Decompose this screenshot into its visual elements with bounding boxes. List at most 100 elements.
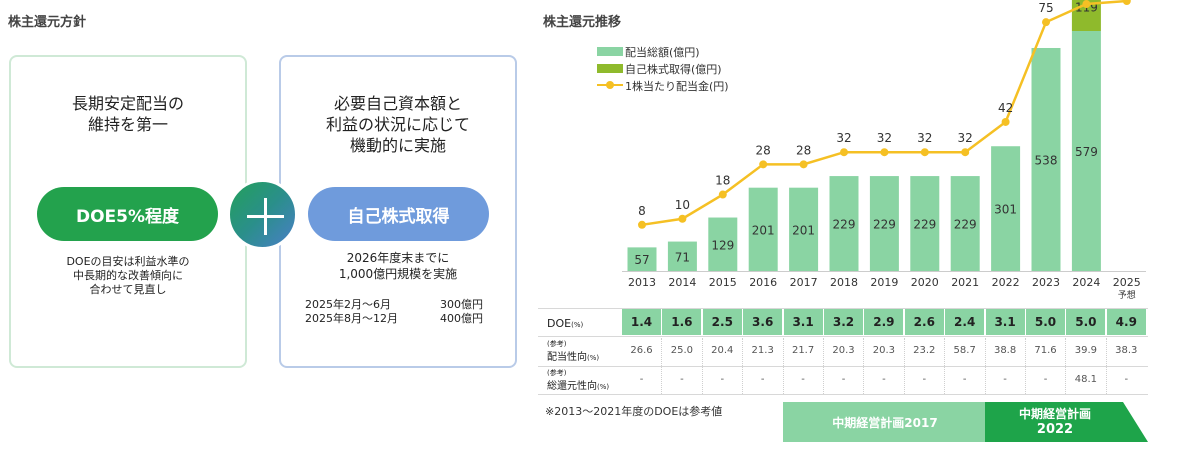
doe-cell: 3.1 bbox=[985, 309, 1025, 335]
dps-point-2015 bbox=[718, 190, 727, 199]
doe-note-line1: DOEの目安は利益水準の bbox=[66, 255, 190, 268]
payout-cell: 26.6 bbox=[630, 345, 653, 356]
table-col-divider bbox=[984, 338, 986, 394]
x-tick-2025: 2025 bbox=[1113, 276, 1141, 289]
x-tick-2022: 2022 bbox=[992, 276, 1020, 289]
dps-point-2013 bbox=[638, 220, 646, 229]
doe-note-line2: 中長期的な改善傾向に bbox=[73, 269, 183, 282]
total-return-cell: - bbox=[1124, 374, 1129, 385]
payout-cell: 38.8 bbox=[993, 345, 1017, 356]
buyback-schedule-row: 2025年8月～12月 bbox=[305, 313, 398, 325]
payout-cell: 39.9 bbox=[1074, 345, 1098, 356]
x-tick-2023: 2023 bbox=[1032, 276, 1060, 289]
table-col-divider bbox=[944, 338, 946, 394]
policy-buyback-heading-line2: 利益の状況に応じて bbox=[325, 115, 470, 134]
policy-dividend-heading-line2: 維持を第一 bbox=[87, 115, 168, 134]
bar-value-dividend-2013: 57 bbox=[634, 253, 649, 267]
doe-cell: 2.9 bbox=[864, 309, 904, 335]
total-return-ref: (参考) bbox=[547, 369, 567, 377]
shareholder-return-chart: 57 2013 71 2014 129 2015 201 2016 201 2017 229 2018… bbox=[622, 0, 1146, 301]
bar-dividend-2013 bbox=[627, 247, 657, 271]
doe-cell: 3.1 bbox=[783, 309, 823, 335]
x-tick-2019: 2019 bbox=[870, 276, 898, 289]
table-col-divider bbox=[701, 338, 703, 394]
total-return-cell: - bbox=[760, 374, 765, 385]
payout-cell: 38.3 bbox=[1115, 345, 1138, 356]
dps-point-2022 bbox=[1001, 117, 1010, 126]
doe-cell: 1.6 bbox=[662, 309, 702, 335]
dps-label-2021: 32 bbox=[958, 131, 973, 145]
total-return-cell: - bbox=[882, 374, 886, 385]
schedule-period: 2025年2月～6月 bbox=[305, 298, 391, 311]
table-col-divider bbox=[782, 338, 784, 394]
total-return-row-label: (参考) 総還元性向(%) bbox=[547, 369, 609, 392]
schedule-amount: 300億円 bbox=[440, 298, 483, 311]
dps-label-2015: 18 bbox=[715, 174, 730, 188]
bar-value-dividend-2016: 201 bbox=[752, 223, 775, 237]
doe-pill: DOE5%程度 bbox=[37, 187, 218, 241]
bar-dividend-2015 bbox=[708, 217, 738, 271]
payout-cell: 21.3 bbox=[751, 345, 774, 356]
doe-note: DOEの目安は利益水準の 中長期的な改善傾向に 合わせて見直し bbox=[20, 255, 236, 297]
payout-unit: (%) bbox=[587, 354, 600, 362]
plus-icon bbox=[227, 179, 298, 250]
legend-item-buyback: 自己株式取得(億円) bbox=[597, 60, 729, 77]
dps-point-2024 bbox=[1082, 0, 1091, 9]
bar-dividend-2021 bbox=[950, 176, 980, 271]
bar-dividend-2019 bbox=[869, 176, 899, 271]
bar-value-dividend-2015: 129 bbox=[711, 238, 734, 252]
payout-cell: 71.6 bbox=[1034, 345, 1057, 356]
bar-value-dividend-2014: 71 bbox=[675, 250, 690, 264]
x-tick-2017: 2017 bbox=[790, 276, 818, 289]
buyback-note: 2026年度末までに 1,000億円規模を実施 bbox=[288, 250, 508, 282]
table-col-divider bbox=[661, 338, 663, 394]
table-col-divider bbox=[1025, 338, 1026, 394]
table-col-divider bbox=[823, 338, 824, 394]
doe-cell: 1.4 bbox=[622, 309, 661, 335]
table-col-divider bbox=[742, 338, 744, 394]
table-col-divider bbox=[863, 338, 865, 394]
bar-dividend-2016 bbox=[748, 187, 778, 271]
bar-value-dividend-2017: 201 bbox=[792, 223, 815, 237]
payout-cell: 20.4 bbox=[711, 345, 734, 356]
plan-2022-band bbox=[985, 402, 1148, 442]
policy-buyback-heading-line1: 必要自己資本額と bbox=[333, 94, 462, 113]
x-tick-2014: 2014 bbox=[668, 276, 696, 289]
doe-cell: 2.4 bbox=[945, 309, 985, 335]
bar-dividend-2014 bbox=[667, 241, 697, 271]
total-return-cell: - bbox=[962, 374, 967, 385]
bar-value-dividend-2018: 229 bbox=[833, 218, 856, 232]
dps-label-2019: 32 bbox=[877, 131, 892, 145]
dps-point-2023 bbox=[1042, 18, 1050, 27]
dps-label-2017: 28 bbox=[796, 143, 811, 157]
legend-label: 自己株式取得(億円) bbox=[625, 62, 722, 76]
doe-unit: (%) bbox=[571, 321, 584, 329]
x-tick-2016: 2016 bbox=[749, 276, 777, 289]
x-tick-2015: 2015 bbox=[709, 276, 737, 289]
x-tick-2020: 2020 bbox=[911, 276, 939, 289]
bar-value-dividend-2020: 229 bbox=[913, 218, 936, 232]
doe-row-label: DOE(%) bbox=[547, 317, 583, 330]
dps-label-2016: 28 bbox=[756, 143, 771, 157]
doe-cell: 3.2 bbox=[824, 309, 863, 335]
plan-2022-label-line1: 中期経営計画 bbox=[1018, 407, 1091, 421]
doe-note-line3: 合わせて見直し bbox=[89, 283, 167, 296]
doe-cell: 2.6 bbox=[904, 309, 944, 335]
dps-point-2020 bbox=[920, 148, 929, 157]
bar-dividend-2018 bbox=[829, 176, 859, 271]
chart-title: 株主還元推移 bbox=[543, 15, 622, 30]
payout-ref: (参考) bbox=[547, 340, 567, 348]
footnote: ※2013～2021年度のDOEは参考値 bbox=[545, 405, 723, 418]
dps-label-2020: 32 bbox=[917, 131, 932, 145]
plan-2022-label-line2: 2022 bbox=[1036, 422, 1074, 437]
dps-point-2019 bbox=[880, 148, 889, 157]
policy-dividend-heading-line1: 長期安定配当の bbox=[71, 94, 184, 113]
total-return-cell: - bbox=[922, 374, 927, 385]
dps-point-2018 bbox=[840, 148, 848, 157]
total-return-cell: - bbox=[1043, 374, 1048, 385]
dps-label-2018: 32 bbox=[836, 131, 851, 145]
buyback-schedule-amount: 300億円 bbox=[440, 299, 483, 311]
dps-label-2023: 75 bbox=[1038, 1, 1053, 15]
payout-label: 配当性向 bbox=[547, 352, 587, 363]
payout-row-label: (参考) 配当性向(%) bbox=[547, 340, 599, 363]
